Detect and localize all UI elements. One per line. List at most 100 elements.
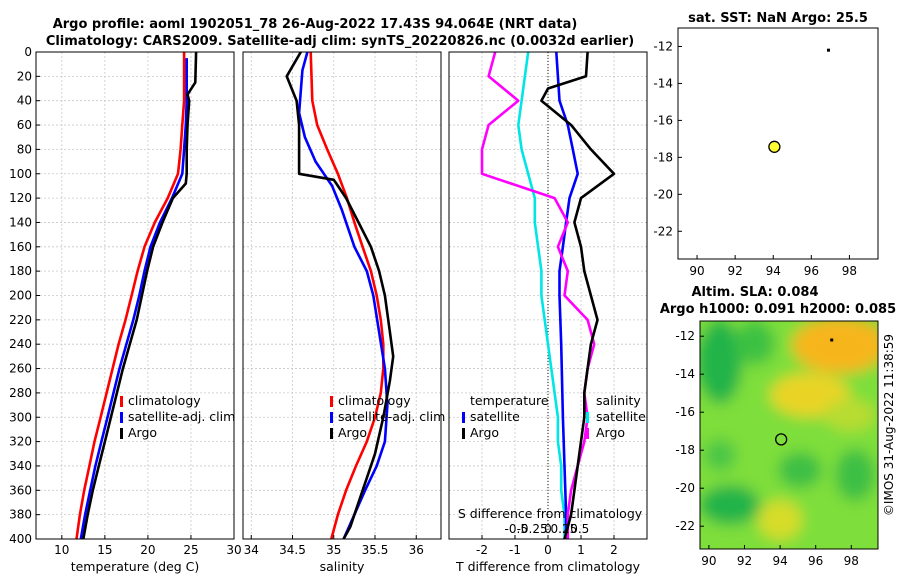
legend-swatch-argo [462,428,465,439]
series-group [480,52,616,539]
y-tick-label: -20 [653,187,673,201]
x-tick-label: 1 [577,543,585,557]
x-tick-label: 94 [766,264,781,278]
legend-temperature: temperature [470,393,549,408]
x-tick-label: 94 [772,554,787,568]
x-axis-label-top: S difference from climatology [458,506,643,521]
x-axis-label: T difference from climatology [455,559,641,574]
legend-argo: Argo [338,425,367,440]
y-tick-label: -12 [675,329,695,343]
y-tick-label: 280 [9,386,32,400]
x-tick-label: 92 [737,554,752,568]
series-line-climatology [75,52,186,539]
heatmap-cell [758,500,802,540]
legend-swatch-satellite [330,412,333,423]
series-line-s-satellite [555,52,580,539]
legend-satellite: satellite [470,409,520,424]
x-tick-label: 30 [226,543,241,557]
y-tick-label: 320 [9,435,32,449]
x-tick-label: 34.5 [279,543,306,557]
legend-swatch-climatology [120,396,123,407]
y-tick-label: 220 [9,313,32,327]
salinity-legend: climatology satellite-adj. clim Argo [330,393,445,440]
sla-map-panel: 90 92 94 96 98 -12 -14 -16 -18 -20 -22 [675,320,879,568]
x-tick-label: 35.5 [362,543,389,557]
sla-title-2: Argo h1000: 0.091 h2000: 0.085 [660,302,896,317]
x-tick-label: 98 [842,264,857,278]
s-tick-label: -0.25 [517,522,548,536]
legend-swatch-climatology [330,396,333,407]
heatmap-field [700,321,878,549]
series-line-argo [285,52,395,539]
legend-argo: Argo [596,425,625,440]
y-tick-label: 60 [17,118,32,132]
y-tick-label: 100 [9,167,32,181]
x-tick-label: 96 [804,264,819,278]
series-line-climatology [309,52,385,539]
y-tick-label: 240 [9,337,32,351]
legend-salinity: salinity [596,393,641,408]
series-line-t-satellite [516,52,566,539]
copyright-text: ©IMOS 31-Aug-2022 11:38:59 [882,334,896,516]
difference-legend-left: temperature satellite Argo [462,393,549,440]
series-line-s-argo [540,52,616,539]
y-tick-label: -14 [675,367,695,381]
x-tick-label: 90 [689,264,704,278]
series-line-satellite-adj-clim [297,52,389,539]
y-tick-label: -16 [675,405,695,419]
y-tick-label: 260 [9,362,32,376]
heatmap-cell [700,485,760,525]
figure-title-line2: Climatology: CARS2009. Satellite-adj cli… [46,34,634,49]
heatmap-cell [700,321,742,404]
x-tick-label: 34 [244,543,259,557]
argo-location-marker [775,433,788,446]
sst-map-panel: 90 92 94 96 98 -12 -14 -16 -18 -20 -22 [653,27,879,278]
y-tick-label: 400 [9,532,32,546]
heatmap-cell [778,452,822,488]
x-tick-label: 96 [808,554,823,568]
y-tick-label: -16 [653,113,673,127]
y-tick-label: -22 [675,519,695,533]
y-tick-label: -22 [653,224,673,238]
legend-swatch-argo [120,428,123,439]
x-tick-label: 98 [844,554,859,568]
location-dot [830,338,834,342]
y-tick-label: 40 [17,94,32,108]
sla-heatmap [700,321,878,549]
y-tick-label: -18 [653,150,673,164]
heatmap-cell [735,321,775,365]
s-tick-label: -0.5 [505,522,528,536]
s-tick-label: 0 [544,522,552,536]
x-tick-label: 2 [610,543,618,557]
temperature-panel: 10 15 20 25 30 temperature (deg C) 0 20 40 60 80 10… [9,45,242,574]
y-tick-label: 80 [17,142,32,156]
legend-satellite: satellite-adj. clim [338,409,445,424]
legend-swatch-argo [586,428,589,439]
heatmap-cell [792,321,878,373]
legend-satellite: satellite [596,409,646,424]
y-tick-label: 20 [17,69,32,83]
x-tick-label: 20 [140,543,155,557]
heatmap-cell [835,449,875,501]
x-axis-label: temperature (deg C) [71,559,200,574]
legend-swatch-argo [330,428,333,439]
x-tick-label: 15 [97,543,112,557]
y-tick-label: -14 [653,76,673,90]
legend-swatch-satellite [586,412,589,423]
heatmap-cell [704,439,736,471]
salinity-panel: 34 34.5 35 35.5 36 salinity [242,51,442,574]
legend-satellite: satellite-adj. clim [128,409,235,424]
y-tick-label: 180 [9,264,32,278]
series-line-satellite-adj-clim [79,58,188,539]
difference-legend-right: salinity satellite Argo [586,393,646,440]
x-tick-label: -2 [476,543,488,557]
legend-climatology: climatology [338,393,411,408]
heatmap-cell [824,399,876,431]
legend-argo: Argo [128,425,157,440]
series-line-argo [82,52,198,539]
series-group [75,52,198,539]
y-tick-label: 340 [9,459,32,473]
y-tick-label: 300 [9,410,32,424]
difference-panel: -2 -1 0 1 2 T difference from climatology S di… [448,51,648,574]
